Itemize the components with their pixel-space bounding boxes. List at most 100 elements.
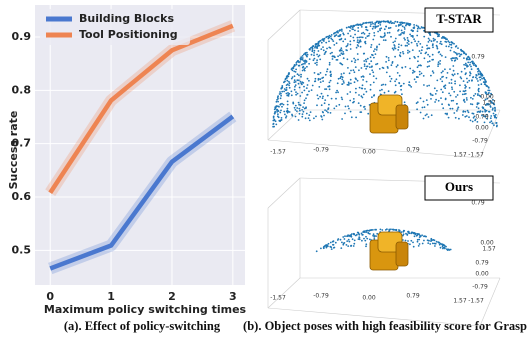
scatter-point (413, 27, 415, 29)
scatter-point (475, 74, 477, 76)
scatter-point (375, 78, 377, 80)
object-block (396, 242, 408, 266)
scatter-point (340, 39, 342, 41)
scatter-point (418, 239, 420, 241)
scatter-point (406, 45, 408, 47)
scatter-point (423, 27, 425, 29)
scatter-point (404, 101, 406, 103)
scatter-point (451, 86, 453, 88)
tick-label: -0.79 (472, 138, 488, 145)
scatter-point (417, 60, 419, 62)
scatter-point (339, 34, 341, 36)
tick-label: -0.79 (313, 147, 329, 154)
scatter-point (312, 49, 314, 51)
scatter-point (296, 61, 298, 63)
scatter-point (448, 46, 450, 48)
scatter-point (366, 81, 368, 83)
scatter-point (383, 36, 385, 38)
tick-label: 0.79 (475, 260, 489, 267)
scatter-point (323, 39, 325, 41)
scatter-point (457, 73, 459, 75)
scatter-point (363, 53, 365, 55)
scatter-point (337, 55, 339, 57)
scatter-point (347, 33, 349, 35)
scatter-point (438, 51, 440, 53)
axis-frame (268, 278, 300, 308)
scatter-point (295, 105, 297, 107)
scatter-point (333, 44, 335, 46)
scatter-point (345, 49, 347, 51)
scatter-point (370, 60, 372, 62)
scatter-point (287, 104, 289, 106)
scatter-point (316, 62, 318, 64)
scatter-point (336, 90, 338, 92)
scatter-point (280, 110, 282, 112)
scatter-point (339, 29, 341, 31)
scatter-point (478, 102, 480, 104)
scatter-point (321, 104, 323, 106)
scatter-point (423, 36, 425, 38)
scatter-point (423, 84, 425, 86)
scatter-point (417, 241, 419, 243)
scatter-point (316, 64, 318, 66)
scatter-point (469, 87, 471, 89)
scatter-point (454, 83, 456, 85)
tick-label: 0.79 (475, 114, 489, 121)
scatter-point (453, 51, 455, 53)
scatter-point (307, 94, 309, 96)
scatter-point (281, 117, 283, 119)
scatter-point (276, 105, 278, 107)
scatter-point (306, 56, 308, 58)
scatter-point (491, 120, 493, 122)
scatter-point (493, 115, 495, 117)
scatter-point (305, 117, 307, 119)
scatter-point (346, 27, 348, 29)
scatter-point (440, 89, 442, 91)
scatter-point (409, 232, 411, 234)
scatter-point (458, 118, 460, 120)
scatter-point (347, 45, 349, 47)
scatter-point (436, 90, 438, 92)
scatter-point (365, 37, 367, 39)
plot-title: Ours (445, 179, 473, 194)
scatter-point (389, 229, 391, 231)
scatter-point (477, 68, 479, 70)
scatter-point (359, 111, 361, 113)
scatter-point (337, 91, 339, 93)
scatter-point (449, 44, 451, 46)
scatter-point (349, 40, 351, 42)
scatter-point (370, 56, 372, 58)
scatter-point (318, 56, 320, 58)
scatter-point (386, 228, 388, 230)
scatter-point (330, 53, 332, 55)
scatter-point (388, 27, 390, 29)
scatter-point (343, 80, 345, 82)
scatter-point (444, 87, 446, 89)
scatter-point (441, 81, 443, 83)
scatter-point (404, 22, 406, 24)
scatter-point (432, 54, 434, 56)
scatter-point (388, 59, 390, 61)
scatter-point (274, 111, 276, 113)
scatter-point (457, 94, 459, 96)
scatter-point (420, 236, 422, 238)
scatter-point (323, 49, 325, 51)
scatter-point (381, 36, 383, 38)
scatter-point (333, 108, 335, 110)
scatter-point (410, 240, 412, 242)
scatter-point (410, 86, 412, 88)
scatter-point (309, 120, 311, 122)
scatter-point (371, 69, 373, 71)
scatter-point (279, 91, 281, 93)
scatter-point (359, 87, 361, 89)
scatter-point (449, 108, 451, 110)
scatter-point (433, 72, 435, 74)
scatter-point (375, 64, 377, 66)
scatter-point (381, 21, 383, 23)
legend-label: Tool Positioning (79, 28, 178, 41)
scatter-point (437, 65, 439, 67)
scatter-point (403, 83, 405, 85)
scatter-point (402, 22, 404, 24)
scatter-point (354, 30, 356, 32)
scatter-point (326, 71, 328, 73)
